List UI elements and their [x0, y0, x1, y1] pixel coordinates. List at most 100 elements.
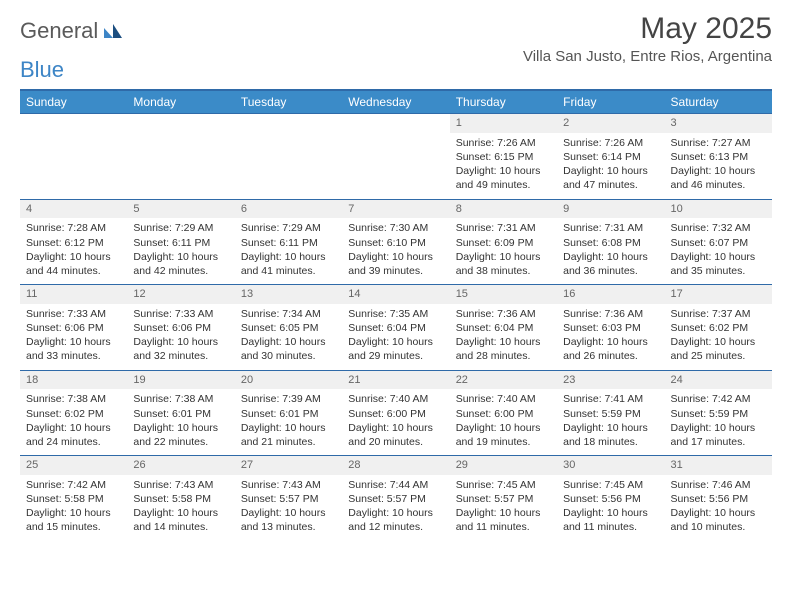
day-body: Sunrise: 7:37 AMSunset: 6:02 PMDaylight:… — [665, 304, 772, 370]
sunrise-text: Sunrise: 7:26 AM — [456, 136, 551, 150]
sunset-text: Sunset: 5:58 PM — [26, 492, 121, 506]
day-number: 28 — [342, 456, 449, 475]
sunrise-text: Sunrise: 7:44 AM — [348, 478, 443, 492]
sunset-text: Sunset: 6:01 PM — [241, 407, 336, 421]
day-body: Sunrise: 7:43 AMSunset: 5:58 PMDaylight:… — [127, 475, 234, 541]
day-cell: 21Sunrise: 7:40 AMSunset: 6:00 PMDayligh… — [342, 371, 449, 456]
day-body: Sunrise: 7:34 AMSunset: 6:05 PMDaylight:… — [235, 304, 342, 370]
daylight-text-2: and 13 minutes. — [241, 520, 336, 534]
day-number: 2 — [557, 114, 664, 133]
day-cell: 12Sunrise: 7:33 AMSunset: 6:06 PMDayligh… — [127, 285, 234, 370]
daylight-text-1: Daylight: 10 hours — [348, 506, 443, 520]
day-body: Sunrise: 7:45 AMSunset: 5:56 PMDaylight:… — [557, 475, 664, 541]
daylight-text-2: and 14 minutes. — [133, 520, 228, 534]
day-body: Sunrise: 7:30 AMSunset: 6:10 PMDaylight:… — [342, 218, 449, 284]
sunset-text: Sunset: 6:12 PM — [26, 236, 121, 250]
daylight-text-2: and 12 minutes. — [348, 520, 443, 534]
day-number: 15 — [450, 285, 557, 304]
daylight-text-1: Daylight: 10 hours — [348, 250, 443, 264]
day-number: 30 — [557, 456, 664, 475]
daylight-text-2: and 39 minutes. — [348, 264, 443, 278]
sunset-text: Sunset: 6:10 PM — [348, 236, 443, 250]
weekday-cell: Tuesday — [235, 91, 342, 113]
day-number: 27 — [235, 456, 342, 475]
sunset-text: Sunset: 6:06 PM — [133, 321, 228, 335]
day-number: 22 — [450, 371, 557, 390]
sunset-text: Sunset: 6:11 PM — [241, 236, 336, 250]
weekday-cell: Sunday — [20, 91, 127, 113]
day-cell: 6Sunrise: 7:29 AMSunset: 6:11 PMDaylight… — [235, 200, 342, 285]
sunrise-text: Sunrise: 7:38 AM — [133, 392, 228, 406]
sunset-text: Sunset: 5:56 PM — [563, 492, 658, 506]
week-row: 25Sunrise: 7:42 AMSunset: 5:58 PMDayligh… — [20, 455, 772, 541]
daylight-text-2: and 26 minutes. — [563, 349, 658, 363]
day-cell: 5Sunrise: 7:29 AMSunset: 6:11 PMDaylight… — [127, 200, 234, 285]
day-body: Sunrise: 7:29 AMSunset: 6:11 PMDaylight:… — [235, 218, 342, 284]
day-number: 29 — [450, 456, 557, 475]
sunrise-text: Sunrise: 7:31 AM — [456, 221, 551, 235]
day-cell: 18Sunrise: 7:38 AMSunset: 6:02 PMDayligh… — [20, 371, 127, 456]
day-body: Sunrise: 7:38 AMSunset: 6:02 PMDaylight:… — [20, 389, 127, 455]
daylight-text-2: and 18 minutes. — [563, 435, 658, 449]
sunrise-text: Sunrise: 7:45 AM — [456, 478, 551, 492]
sunrise-text: Sunrise: 7:36 AM — [563, 307, 658, 321]
day-number: 16 — [557, 285, 664, 304]
sunset-text: Sunset: 6:00 PM — [456, 407, 551, 421]
day-cell: 11Sunrise: 7:33 AMSunset: 6:06 PMDayligh… — [20, 285, 127, 370]
day-number: 23 — [557, 371, 664, 390]
location-text: Villa San Justo, Entre Rios, Argentina — [523, 48, 772, 65]
logo-sail-icon — [104, 24, 122, 38]
day-body: Sunrise: 7:29 AMSunset: 6:11 PMDaylight:… — [127, 218, 234, 284]
sunset-text: Sunset: 5:57 PM — [456, 492, 551, 506]
sunset-text: Sunset: 6:03 PM — [563, 321, 658, 335]
daylight-text-2: and 25 minutes. — [671, 349, 766, 363]
day-body: Sunrise: 7:43 AMSunset: 5:57 PMDaylight:… — [235, 475, 342, 541]
weekday-header-row: SundayMondayTuesdayWednesdayThursdayFrid… — [20, 91, 772, 113]
daylight-text-1: Daylight: 10 hours — [563, 250, 658, 264]
sunrise-text: Sunrise: 7:35 AM — [348, 307, 443, 321]
empty-day — [235, 114, 342, 132]
daylight-text-2: and 10 minutes. — [671, 520, 766, 534]
day-number: 20 — [235, 371, 342, 390]
sunrise-text: Sunrise: 7:29 AM — [241, 221, 336, 235]
daylight-text-1: Daylight: 10 hours — [348, 335, 443, 349]
daylight-text-1: Daylight: 10 hours — [26, 335, 121, 349]
week-row: 18Sunrise: 7:38 AMSunset: 6:02 PMDayligh… — [20, 370, 772, 456]
sunrise-text: Sunrise: 7:42 AM — [671, 392, 766, 406]
daylight-text-1: Daylight: 10 hours — [26, 421, 121, 435]
day-body: Sunrise: 7:36 AMSunset: 6:04 PMDaylight:… — [450, 304, 557, 370]
daylight-text-1: Daylight: 10 hours — [456, 506, 551, 520]
day-cell: 9Sunrise: 7:31 AMSunset: 6:08 PMDaylight… — [557, 200, 664, 285]
day-cell: 7Sunrise: 7:30 AMSunset: 6:10 PMDaylight… — [342, 200, 449, 285]
day-number: 13 — [235, 285, 342, 304]
week-row: 1Sunrise: 7:26 AMSunset: 6:15 PMDaylight… — [20, 113, 772, 199]
day-body: Sunrise: 7:42 AMSunset: 5:58 PMDaylight:… — [20, 475, 127, 541]
daylight-text-2: and 29 minutes. — [348, 349, 443, 363]
day-body: Sunrise: 7:42 AMSunset: 5:59 PMDaylight:… — [665, 389, 772, 455]
daylight-text-1: Daylight: 10 hours — [456, 421, 551, 435]
daylight-text-1: Daylight: 10 hours — [671, 335, 766, 349]
daylight-text-1: Daylight: 10 hours — [348, 421, 443, 435]
daylight-text-1: Daylight: 10 hours — [241, 421, 336, 435]
daylight-text-1: Daylight: 10 hours — [241, 335, 336, 349]
title-block: May 2025 Villa San Justo, Entre Rios, Ar… — [523, 12, 772, 65]
sunrise-text: Sunrise: 7:37 AM — [671, 307, 766, 321]
day-cell: 25Sunrise: 7:42 AMSunset: 5:58 PMDayligh… — [20, 456, 127, 541]
daylight-text-2: and 30 minutes. — [241, 349, 336, 363]
month-title: May 2025 — [523, 12, 772, 46]
day-number: 25 — [20, 456, 127, 475]
sunrise-text: Sunrise: 7:38 AM — [26, 392, 121, 406]
day-number: 11 — [20, 285, 127, 304]
daylight-text-1: Daylight: 10 hours — [563, 335, 658, 349]
daylight-text-2: and 20 minutes. — [348, 435, 443, 449]
daylight-text-2: and 35 minutes. — [671, 264, 766, 278]
daylight-text-1: Daylight: 10 hours — [456, 335, 551, 349]
day-cell: 28Sunrise: 7:44 AMSunset: 5:57 PMDayligh… — [342, 456, 449, 541]
day-number: 17 — [665, 285, 772, 304]
sunset-text: Sunset: 6:04 PM — [456, 321, 551, 335]
day-body: Sunrise: 7:26 AMSunset: 6:14 PMDaylight:… — [557, 133, 664, 199]
sunset-text: Sunset: 6:07 PM — [671, 236, 766, 250]
sunrise-text: Sunrise: 7:27 AM — [671, 136, 766, 150]
sunset-text: Sunset: 6:08 PM — [563, 236, 658, 250]
sunset-text: Sunset: 6:02 PM — [671, 321, 766, 335]
